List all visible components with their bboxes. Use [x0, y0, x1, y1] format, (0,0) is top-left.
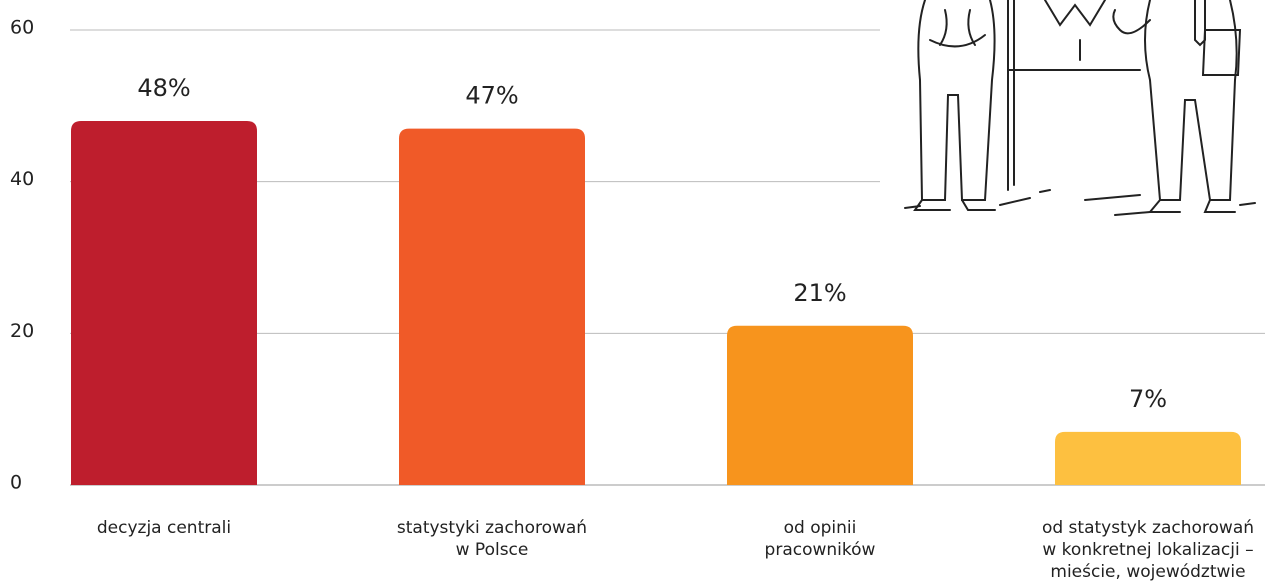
y-tick-label: 40: [10, 168, 34, 190]
x-tick-label: od opinii pracowników: [764, 518, 876, 560]
x-tick-label: decyzja centrali: [96, 518, 232, 538]
value-label: 47%: [465, 82, 518, 110]
x-tick-label: od statystyk zachorowań w konkretnej lok…: [1041, 518, 1255, 582]
value-label: 7%: [1129, 385, 1167, 413]
bar: [71, 121, 257, 485]
bar: [1055, 431, 1241, 485]
x-tick-label: statystyki zachorowań w Polsce: [396, 518, 588, 560]
bar: [399, 128, 585, 486]
bar: [727, 325, 913, 485]
y-tick-label: 0: [10, 472, 22, 494]
illustration: [880, 0, 1269, 240]
y-tick-label: 60: [10, 17, 34, 39]
value-label: 48%: [137, 74, 190, 102]
y-tick-label: 20: [10, 320, 34, 342]
value-label: 21%: [793, 279, 846, 307]
